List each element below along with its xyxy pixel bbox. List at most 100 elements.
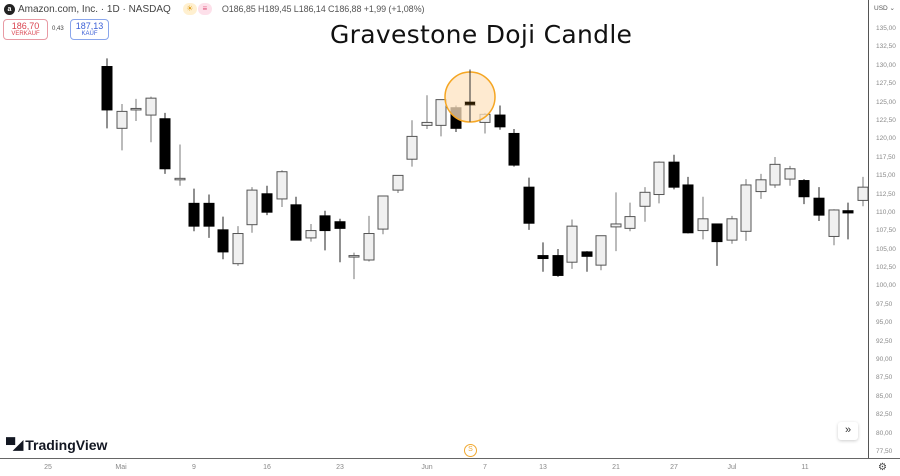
price-tick-label: 80,00 (876, 429, 893, 437)
candle[interactable] (857, 176, 868, 207)
candle[interactable] (595, 235, 607, 271)
buy-price: 187,13 (75, 21, 104, 31)
candle[interactable] (101, 58, 113, 129)
price-tick-label: 102,50 (876, 264, 896, 272)
candle[interactable] (406, 120, 418, 167)
candle[interactable] (828, 209, 840, 246)
candle[interactable] (610, 192, 622, 252)
price-tick-label: 100,00 (876, 282, 896, 290)
price-tick-label: 120,00 (876, 135, 896, 143)
candle[interactable] (769, 157, 781, 188)
price-tick-label: 105,00 (876, 245, 896, 253)
tradingview-mark-icon: ▀◢ (6, 437, 23, 452)
candle[interactable] (798, 179, 810, 205)
price-tick-label: 77,50 (876, 448, 893, 455)
candle[interactable] (334, 218, 346, 263)
buy-label: KAUF (81, 31, 98, 37)
candle[interactable] (217, 216, 229, 260)
candle[interactable] (246, 187, 258, 233)
candle[interactable] (494, 105, 506, 130)
candle[interactable] (174, 144, 186, 186)
time-tick-label: 7 (483, 464, 487, 471)
buy-button[interactable]: 187,13 KAUF (70, 19, 109, 40)
candle[interactable] (537, 242, 549, 272)
candle[interactable] (276, 170, 288, 208)
time-tick-label: Jul (727, 464, 737, 471)
candle[interactable] (755, 173, 767, 199)
currency-dropdown[interactable]: USD ⌄ (874, 5, 895, 12)
candle[interactable] (261, 185, 273, 216)
candle[interactable] (116, 104, 128, 151)
settings-gear-icon[interactable]: ⚙ (878, 462, 887, 473)
price-tick-label: 130,00 (876, 61, 896, 69)
sell-button[interactable]: 186,70 VERKAUF (3, 19, 48, 40)
candle[interactable] (305, 223, 317, 242)
candle[interactable] (523, 177, 535, 230)
sun-icon[interactable]: ☀ (182, 3, 197, 15)
price-tick-label: 125,00 (876, 98, 896, 106)
gravestone-doji-candle[interactable] (465, 69, 475, 122)
price-tick-label: 82,50 (876, 411, 893, 419)
candle[interactable] (392, 174, 404, 194)
price-tick-label: 122,50 (876, 116, 896, 124)
candle[interactable] (508, 129, 520, 167)
tradingview-logo[interactable]: ▀◢ TradingView (6, 437, 107, 453)
symbol-header: a Amazon.com, Inc. · 1D · NASDAQ ☀ ≡ O18… (4, 2, 424, 16)
candle[interactable] (552, 248, 564, 277)
equal-icon[interactable]: ≡ (197, 3, 212, 15)
candle[interactable] (740, 179, 752, 241)
price-tick-label: 87,50 (876, 374, 893, 382)
currency-label: USD (874, 5, 888, 12)
price-tick-label: 115,00 (876, 172, 896, 180)
time-tick-label: Mai (115, 464, 127, 471)
candle[interactable] (639, 187, 651, 222)
candle[interactable] (581, 251, 593, 272)
brand-label: TradingView (25, 437, 108, 453)
sell-label: VERKAUF (11, 31, 40, 37)
candle[interactable] (377, 195, 389, 235)
candle[interactable] (290, 196, 302, 241)
candle[interactable] (624, 202, 636, 232)
candlestick-chart[interactable] (0, 0, 868, 458)
split-event-marker[interactable]: S (464, 444, 477, 457)
time-tick-label: 23 (336, 464, 344, 471)
candle[interactable] (711, 223, 723, 266)
candle[interactable] (668, 154, 680, 190)
candle[interactable] (130, 98, 142, 121)
candle[interactable] (348, 252, 360, 280)
candle[interactable] (159, 112, 171, 174)
time-tick-label: 27 (670, 464, 678, 471)
candle[interactable] (653, 161, 665, 204)
candle[interactable] (784, 165, 796, 186)
price-axis[interactable]: USD ⌄ 135,00 132,50 130,00 127,50 125,00 122,… (868, 0, 900, 459)
candle[interactable] (319, 210, 331, 251)
time-tick-label: 25 (44, 464, 52, 471)
candle[interactable] (566, 219, 578, 269)
spread-value: 0,43 (52, 26, 64, 32)
price-tick-label: 90,00 (876, 356, 893, 364)
symbol-label[interactable]: Amazon.com, Inc. · 1D · NASDAQ (18, 3, 171, 15)
candle[interactable] (203, 194, 215, 238)
candle[interactable] (188, 188, 200, 232)
candle[interactable] (145, 96, 157, 143)
candle[interactable] (363, 215, 375, 262)
candle[interactable] (435, 99, 447, 137)
price-tick-label: 117,50 (876, 153, 896, 161)
price-tick-label: 85,00 (876, 392, 893, 400)
candle[interactable] (813, 187, 825, 222)
candle[interactable] (682, 176, 694, 234)
candle[interactable] (697, 196, 709, 240)
candle[interactable] (842, 202, 854, 240)
scroll-to-realtime-button[interactable]: » (838, 422, 858, 440)
candle[interactable] (726, 215, 738, 244)
candle[interactable] (232, 226, 244, 266)
time-tick-label: 21 (612, 464, 620, 471)
price-tick-label: 107,50 (876, 227, 896, 235)
time-tick-label: 16 (263, 464, 271, 471)
time-tick-label: 9 (192, 464, 196, 471)
time-tick-label: 13 (539, 464, 547, 471)
sell-price: 186,70 (11, 21, 40, 31)
price-tick-label: 132,50 (876, 43, 896, 51)
time-axis[interactable]: 25 Mai 9 16 23 Jun 7 13 21 27 Jul 11 (0, 458, 900, 476)
candle[interactable] (421, 95, 433, 130)
